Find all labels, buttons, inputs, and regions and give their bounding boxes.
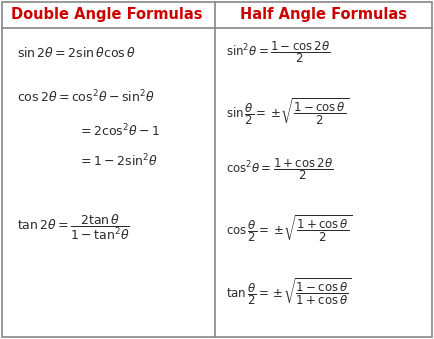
- Text: $\cos 2\theta = \cos^2\!\theta - \sin^2\!\theta$: $\cos 2\theta = \cos^2\!\theta - \sin^2\…: [17, 88, 155, 105]
- Text: $\tan\dfrac{\theta}{2} = \pm\!\sqrt{\dfrac{1-\cos\theta}{1+\cos\theta}}$: $\tan\dfrac{\theta}{2} = \pm\!\sqrt{\dfr…: [226, 276, 351, 307]
- Text: $\sin\dfrac{\theta}{2} = \pm\!\sqrt{\dfrac{1-\cos\theta}{2}}$: $\sin\dfrac{\theta}{2} = \pm\!\sqrt{\dfr…: [226, 97, 349, 127]
- Text: $\sin^2\!\theta = \dfrac{1-\cos 2\theta}{2}$: $\sin^2\!\theta = \dfrac{1-\cos 2\theta}…: [226, 40, 330, 65]
- Text: $\cos^2\!\theta = \dfrac{1+\cos 2\theta}{2}$: $\cos^2\!\theta = \dfrac{1+\cos 2\theta}…: [226, 157, 333, 182]
- Text: $\cos\dfrac{\theta}{2} = \pm\!\sqrt{\dfrac{1+\cos\theta}{2}}$: $\cos\dfrac{\theta}{2} = \pm\!\sqrt{\dfr…: [226, 214, 352, 244]
- Text: $\sin 2\theta = 2\sin\theta\cos\theta$: $\sin 2\theta = 2\sin\theta\cos\theta$: [17, 45, 136, 60]
- Text: $= 1 - 2\sin^2\!\theta$: $= 1 - 2\sin^2\!\theta$: [78, 153, 158, 169]
- Text: Double Angle Formulas: Double Angle Formulas: [10, 7, 202, 22]
- Text: Half Angle Formulas: Half Angle Formulas: [240, 7, 407, 22]
- Text: $= 2\cos^2\!\theta - 1$: $= 2\cos^2\!\theta - 1$: [78, 122, 160, 139]
- Text: $\tan 2\theta = \dfrac{2\tan\theta}{1-\tan^2\!\theta}$: $\tan 2\theta = \dfrac{2\tan\theta}{1-\t…: [17, 213, 130, 242]
